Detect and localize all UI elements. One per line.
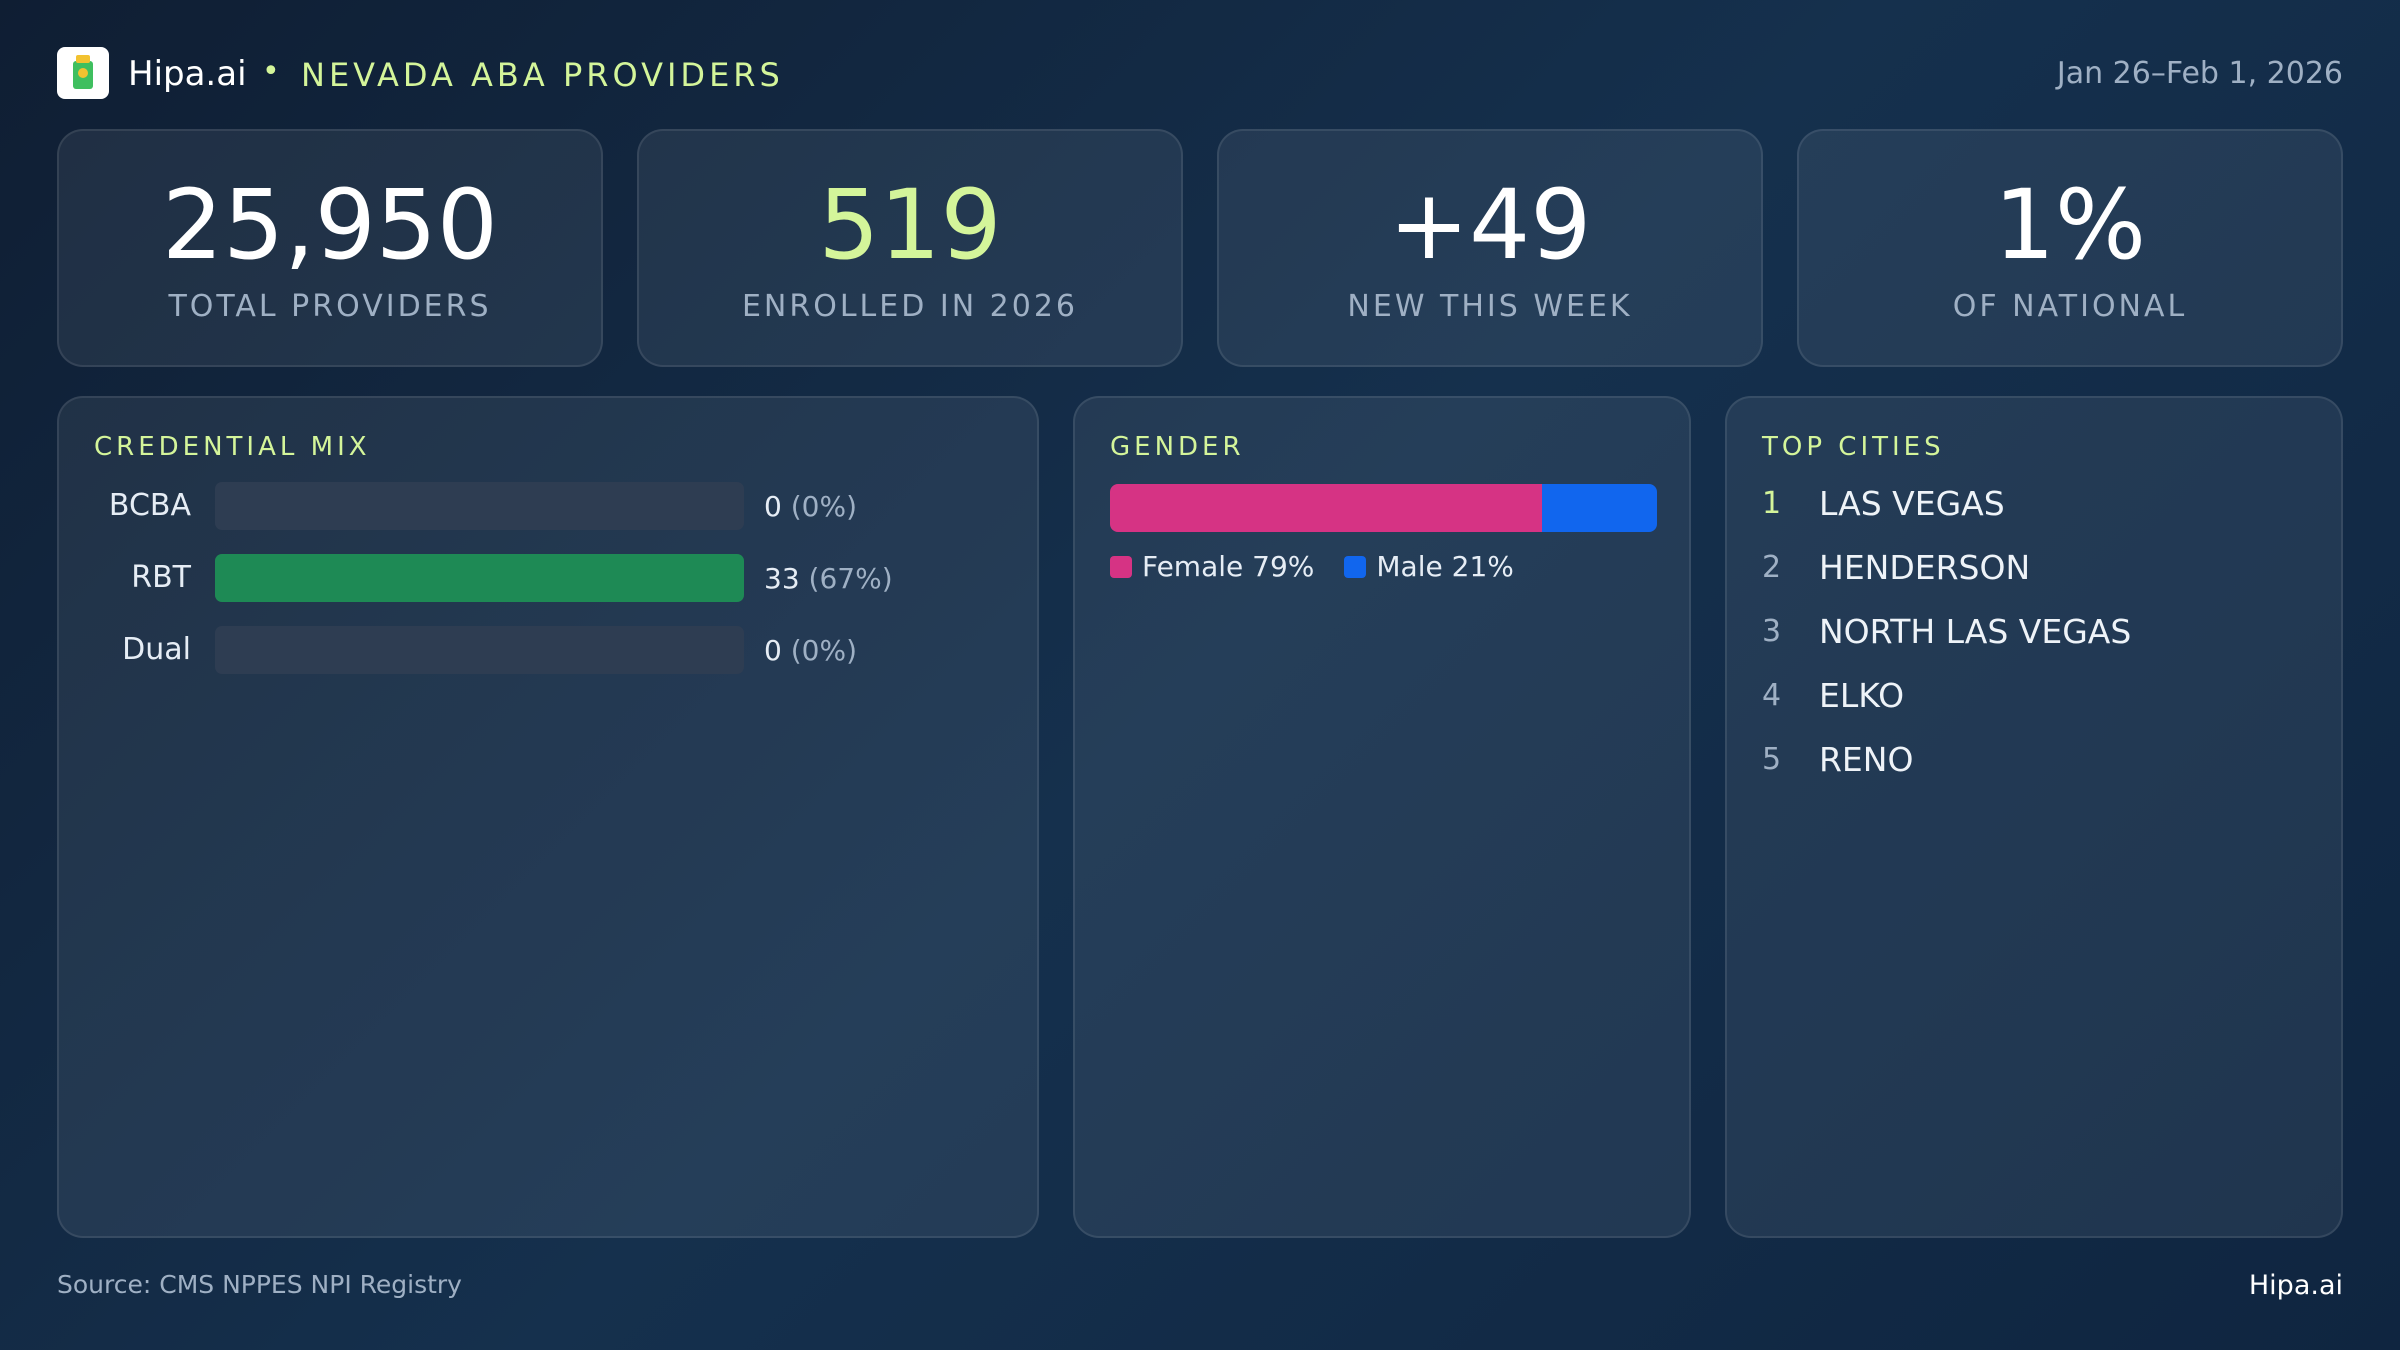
- source: Source: CMS NPPES NPI Registry: [57, 1270, 462, 1299]
- spacer: [800, 562, 809, 595]
- gender-segment: [1110, 484, 1543, 532]
- legend-item: Female 79%: [1110, 550, 1314, 583]
- credential-label: BCBA: [108, 488, 191, 523]
- bar-track: [215, 482, 744, 530]
- legend-text: Male 21%: [1376, 550, 1513, 583]
- count-label: 0: [764, 634, 782, 667]
- stat-label: TOTAL PROVIDERS: [168, 289, 492, 324]
- cities-panel: TOP CITIES 1 LAS VEGAS 2 HENDERSON 3 NORTH LA…: [1725, 396, 2343, 1238]
- brand: Hipa.ai: [128, 54, 247, 94]
- stat-label: ENROLLED IN 2026: [741, 289, 1079, 324]
- bar-value: 0 (0%): [764, 634, 857, 667]
- panel-title: CREDENTIAL MIX: [94, 432, 371, 462]
- logo: [57, 47, 109, 99]
- stat-value: 1%: [1993, 169, 2147, 281]
- spacer: [782, 490, 791, 523]
- city-rank: 5: [1762, 742, 1782, 777]
- stat-card: 25,950 TOTAL PROVIDERS: [57, 129, 603, 367]
- count-label: 0: [764, 490, 782, 523]
- city-rank: 3: [1762, 614, 1782, 649]
- footer-brand: Hipa.ai: [2248, 1270, 2343, 1301]
- stat-card: 1% OF NATIONAL: [1797, 129, 2343, 367]
- spacer: [1243, 550, 1252, 583]
- bar-value: 33 (67%): [764, 562, 893, 595]
- city-name: NORTH LAS VEGAS: [1819, 612, 2132, 651]
- credential-panel: CREDENTIAL MIX BCBA 0 (0%) RBT 33 (67%) Dual…: [57, 396, 1039, 1238]
- city-name: ELKO: [1819, 676, 1905, 715]
- bar-track: [215, 626, 744, 674]
- stat-value: 25,950: [162, 169, 498, 281]
- logo-icon: [73, 55, 93, 89]
- bar: [215, 554, 744, 602]
- city-rank: 2: [1762, 550, 1782, 585]
- dashboard-title: NEVADA ABA PROVIDERS: [301, 56, 784, 94]
- panel-title: TOP CITIES: [1762, 432, 1945, 462]
- legend-percent: 21%: [1451, 550, 1514, 583]
- bar-track: [215, 554, 744, 602]
- legend-name: Male: [1376, 550, 1443, 583]
- legend-name: Female: [1142, 550, 1244, 583]
- percent-label: (0%): [790, 490, 858, 523]
- date-range: Jan 26–Feb 1, 2026: [2056, 56, 2343, 91]
- legend-swatch: [1110, 555, 1132, 578]
- gender-panel: GENDER Female 79% Male 21%: [1073, 396, 1691, 1238]
- panel-title: GENDER: [1110, 432, 1245, 462]
- separator-dot: •: [262, 54, 280, 89]
- spacer: [1443, 550, 1452, 583]
- stat-card: 519 ENROLLED IN 2026: [637, 129, 1183, 367]
- legend: Female 79% Male 21%: [1110, 550, 1514, 583]
- gender-segment: [1542, 484, 1657, 532]
- stat-value: +49: [1388, 169, 1592, 281]
- bar-value: 0 (0%): [764, 490, 857, 523]
- legend-text: Female 79%: [1142, 550, 1314, 583]
- city-name: LAS VEGAS: [1819, 484, 2005, 523]
- credential-label: RBT: [131, 560, 191, 595]
- stat-card: +49 NEW THIS WEEK: [1217, 129, 1763, 367]
- credential-label: Dual: [122, 632, 191, 667]
- legend-item: Male 21%: [1344, 550, 1514, 583]
- stat-value: 519: [818, 169, 1002, 281]
- spacer: [782, 634, 791, 667]
- legend-swatch: [1344, 555, 1367, 578]
- percent-label: (0%): [790, 634, 858, 667]
- legend-percent: 79%: [1252, 550, 1315, 583]
- city-name: HENDERSON: [1819, 548, 2031, 587]
- stat-label: NEW THIS WEEK: [1347, 289, 1633, 324]
- count-label: 33: [764, 562, 800, 595]
- percent-label: (67%): [808, 562, 893, 595]
- city-name: RENO: [1819, 740, 1914, 779]
- gender-bar: [1110, 484, 1657, 532]
- stat-label: OF NATIONAL: [1952, 289, 2188, 324]
- city-rank: 1: [1762, 486, 1782, 521]
- city-rank: 4: [1762, 678, 1782, 713]
